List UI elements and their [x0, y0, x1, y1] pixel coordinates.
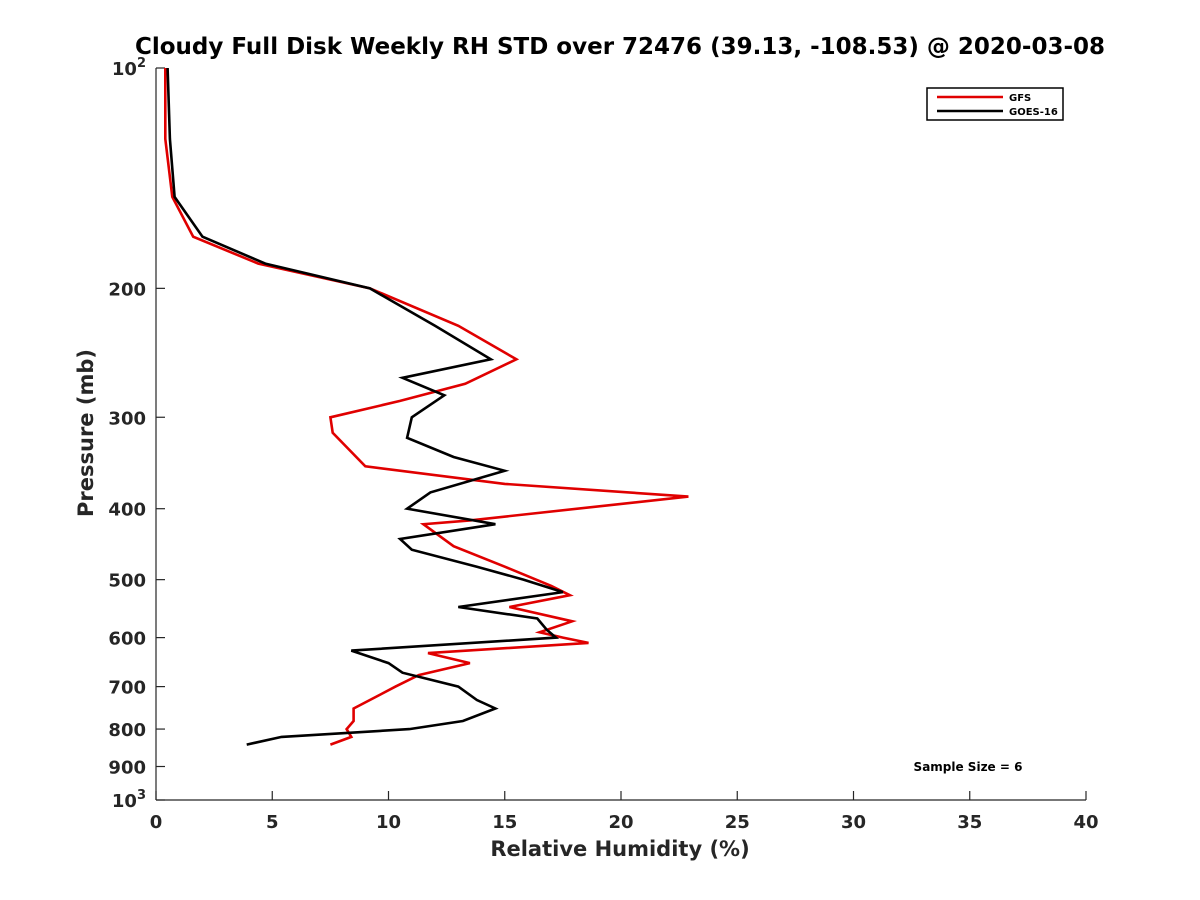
y-tick-label: 900	[108, 758, 146, 779]
series-line-goes-16	[166, 67, 564, 746]
series-line-gfs	[164, 68, 689, 746]
y-tick-label: 500	[108, 571, 146, 592]
y-tick-label: 600	[108, 629, 146, 650]
x-axis-label: Relative Humidity (%)	[490, 837, 749, 861]
x-tick-label: 25	[725, 812, 750, 833]
x-tick-label: 10	[376, 812, 401, 833]
y-axis-label: Pressure (mb)	[74, 349, 98, 517]
sample-size-annotation: Sample Size = 6	[914, 760, 1023, 774]
x-tick-label: 30	[841, 812, 866, 833]
x-tick-label: 0	[150, 812, 163, 833]
plot-area: 0 5 10 15 20 25 30 35 40 102 200 300 400 500 600 700 800…	[108, 56, 1098, 833]
legend-label: GFS	[1009, 93, 1031, 104]
chart-title: Cloudy Full Disk Weekly RH STD over 7247…	[135, 34, 1105, 60]
y-tick-label: 103	[112, 788, 146, 812]
x-tick-label: 5	[266, 812, 279, 833]
legend: GFS GOES-16	[926, 87, 1064, 121]
y-tick-label: 300	[108, 408, 146, 429]
x-tick-label: 15	[492, 812, 517, 833]
x-tick-label: 40	[1073, 812, 1098, 833]
x-tick-label: 20	[608, 812, 633, 833]
y-tick-label: 400	[108, 500, 146, 521]
legend-label: GOES-16	[1009, 107, 1058, 118]
y-tick-label: 700	[108, 678, 146, 699]
y-tick-label: 200	[108, 279, 146, 300]
legend-box	[926, 87, 1064, 121]
x-tick-label: 35	[957, 812, 982, 833]
y-tick-label: 102	[112, 56, 146, 80]
y-tick-label: 800	[108, 720, 146, 741]
